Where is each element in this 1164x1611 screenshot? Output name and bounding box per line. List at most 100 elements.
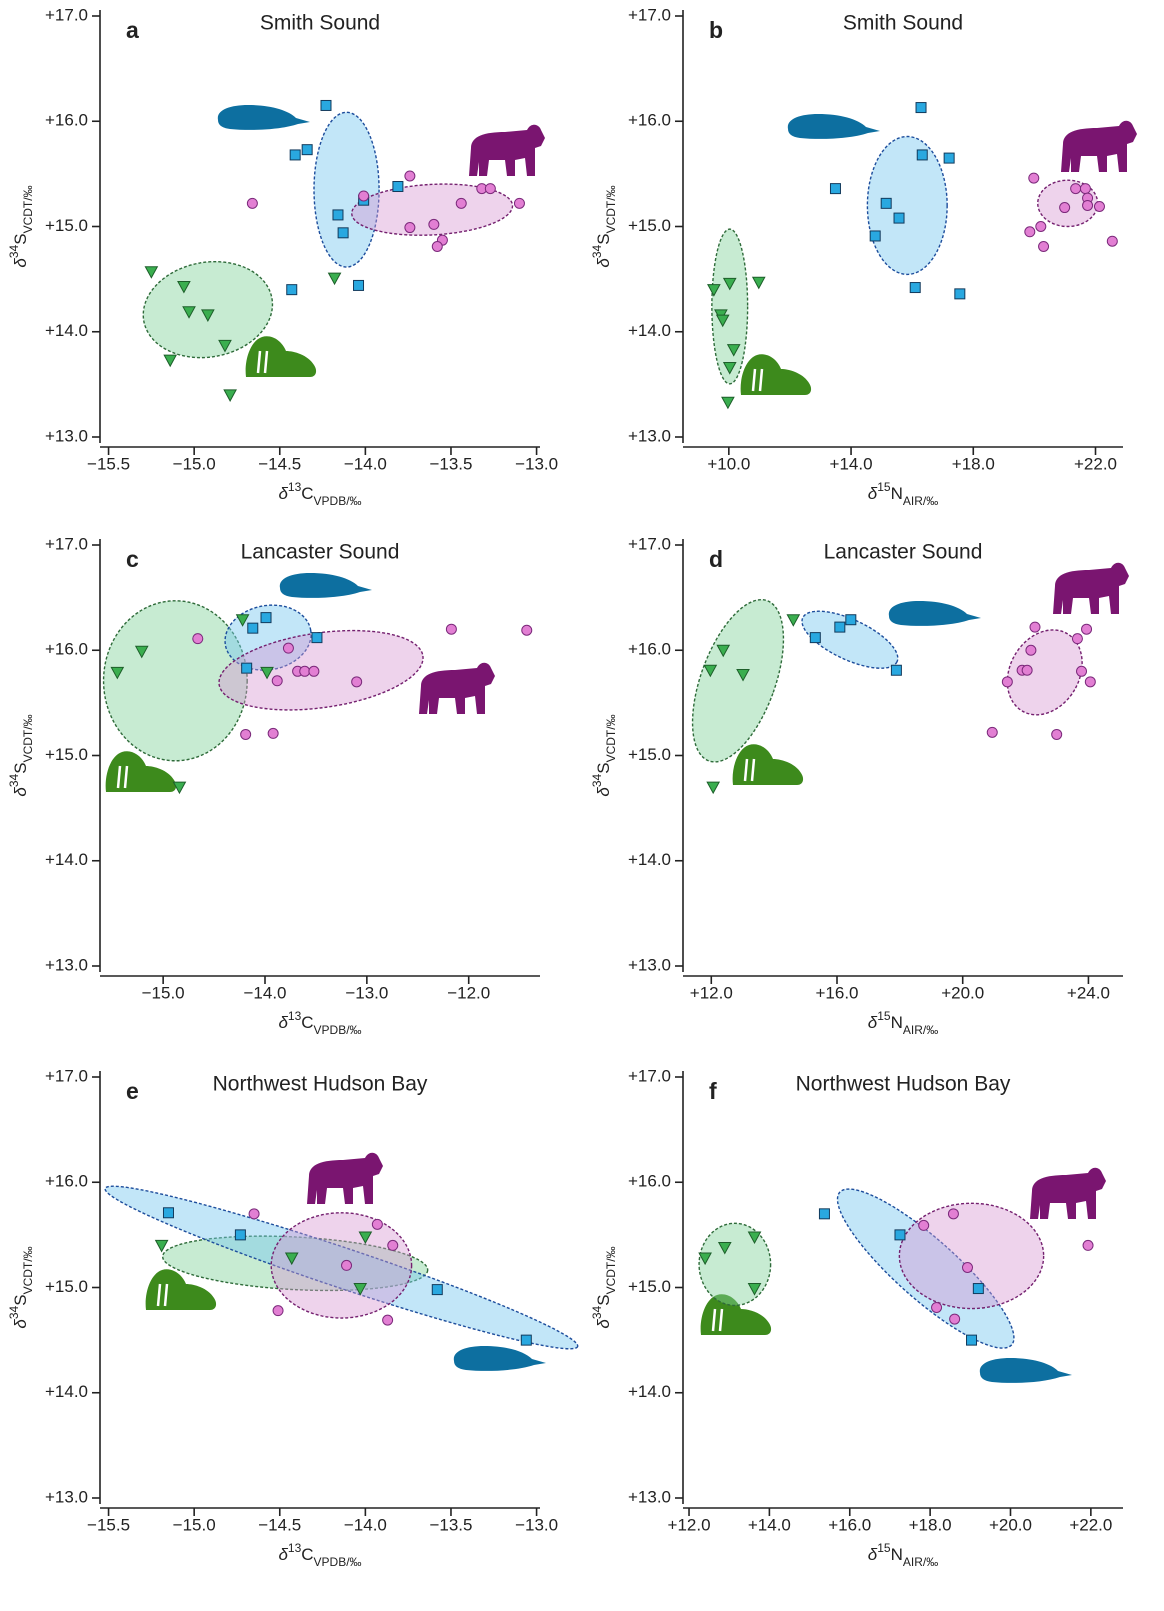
bear-icon	[469, 125, 545, 176]
x-tick-label: +18.0	[952, 454, 995, 473]
point	[1072, 634, 1082, 644]
chart-title: Lancaster Sound	[241, 541, 400, 564]
point	[870, 231, 880, 241]
x-tick-label: +20.0	[989, 1515, 1032, 1534]
ylabel-part: 34	[590, 773, 604, 787]
y-tick-label: +15.0	[45, 216, 88, 235]
point	[321, 100, 331, 110]
point	[300, 666, 310, 676]
point	[948, 1209, 958, 1219]
point	[1036, 222, 1046, 232]
walrus-icon	[246, 336, 316, 377]
xlabel: δ13CVPDB/‰	[278, 480, 361, 508]
bear-icon	[1030, 1168, 1106, 1219]
standard-ellipse	[712, 229, 748, 384]
seal-shape	[454, 1346, 546, 1371]
y-tick-label: +17.0	[628, 534, 671, 553]
y-tick-label: +16.0	[628, 640, 671, 659]
x-tick-label: +16.0	[828, 1515, 871, 1534]
x-tick-label: −14.0	[344, 454, 387, 473]
point	[1083, 1240, 1093, 1250]
ylabel: δ34SVCDT/‰	[590, 185, 618, 267]
y-tick-label: +17.0	[45, 5, 88, 24]
point	[193, 634, 203, 644]
y-tick-label: +17.0	[628, 5, 671, 24]
x-tick-label: −13.0	[515, 1515, 558, 1534]
point	[393, 182, 403, 192]
chart-title: Northwest Hudson Bay	[213, 1073, 428, 1096]
point	[273, 1306, 283, 1316]
ylabel-part: 34	[7, 773, 21, 787]
point	[1039, 241, 1049, 251]
chart-title: Northwest Hudson Bay	[796, 1073, 1011, 1096]
ylabel-part: S	[11, 762, 30, 773]
x-tick-label: −15.5	[87, 1515, 130, 1534]
point	[372, 1219, 382, 1229]
ylabel-part: VCDT/‰	[21, 714, 35, 762]
point	[1030, 622, 1040, 632]
point	[787, 615, 799, 626]
x-tick-label: +16.0	[815, 983, 858, 1002]
bear-shape	[419, 663, 495, 714]
xlabel-part: VPDB/‰	[314, 1555, 362, 1569]
ylabel-part: VCDT/‰	[604, 1246, 618, 1294]
xlabel: δ15NAIR/‰	[868, 480, 938, 508]
seal-shape	[980, 1358, 1072, 1383]
x-tick-label: +22.0	[1069, 1515, 1112, 1534]
point	[405, 171, 415, 181]
y-tick-label: +17.0	[45, 534, 88, 553]
bear-shape	[1030, 1168, 1106, 1219]
point	[722, 397, 734, 408]
point	[302, 145, 312, 155]
point	[819, 1209, 829, 1219]
point	[910, 283, 920, 293]
point	[753, 277, 765, 288]
seal-icon	[454, 1346, 546, 1371]
xlabel-part: VPDB/‰	[314, 494, 362, 508]
point	[156, 1240, 168, 1251]
point	[383, 1315, 393, 1325]
xlabel-part: 13	[288, 1541, 302, 1555]
bear-icon	[1061, 121, 1137, 172]
ylabel-part: 34	[590, 244, 604, 258]
x-tick-label: −15.0	[142, 983, 185, 1002]
page: +13.0 +14.0 +15.0 +16.0 +17.0 −15.5 −15.0 −14.5…	[0, 0, 1164, 1611]
y-tick-label: +15.0	[628, 745, 671, 764]
standard-ellipse	[674, 588, 802, 774]
y-tick-label: +13.0	[45, 955, 88, 974]
y-tick-label: +13.0	[628, 426, 671, 445]
y-tick-label: +13.0	[45, 426, 88, 445]
bear-shape	[307, 1153, 383, 1204]
x-tick-label: −14.5	[258, 1515, 301, 1534]
point	[247, 198, 257, 208]
y-tick-label: +16.0	[45, 1172, 88, 1191]
point	[1029, 173, 1039, 183]
point	[967, 1335, 977, 1345]
ylabel: δ34SVCDT/‰	[7, 1246, 35, 1328]
y-tick-label: +14.0	[628, 321, 671, 340]
point	[1107, 236, 1117, 246]
point	[432, 1285, 442, 1295]
ylabel-part: VCDT/‰	[604, 714, 618, 762]
point	[309, 666, 319, 676]
y-tick-label: +14.0	[45, 321, 88, 340]
panel-letter: b	[709, 17, 723, 43]
figure: +13.0 +14.0 +15.0 +16.0 +17.0 −15.5 −15.0 −14.5…	[0, 0, 1164, 1611]
chart-title: Smith Sound	[260, 12, 380, 35]
point	[429, 219, 439, 229]
point	[955, 289, 965, 299]
point	[810, 633, 820, 643]
x-tick-label: +20.0	[941, 983, 984, 1002]
xlabel-part: AIR/‰	[903, 494, 938, 508]
y-tick-label: +15.0	[45, 1277, 88, 1296]
point	[164, 355, 176, 366]
point	[163, 1208, 173, 1218]
point	[932, 1302, 942, 1312]
point	[1052, 729, 1062, 739]
point	[268, 728, 278, 738]
xlabel-part: VPDB/‰	[314, 1023, 362, 1037]
point	[944, 153, 954, 163]
y-tick-label: +15.0	[45, 745, 88, 764]
point	[432, 241, 442, 251]
xlabel: δ13CVPDB/‰	[278, 1541, 361, 1569]
